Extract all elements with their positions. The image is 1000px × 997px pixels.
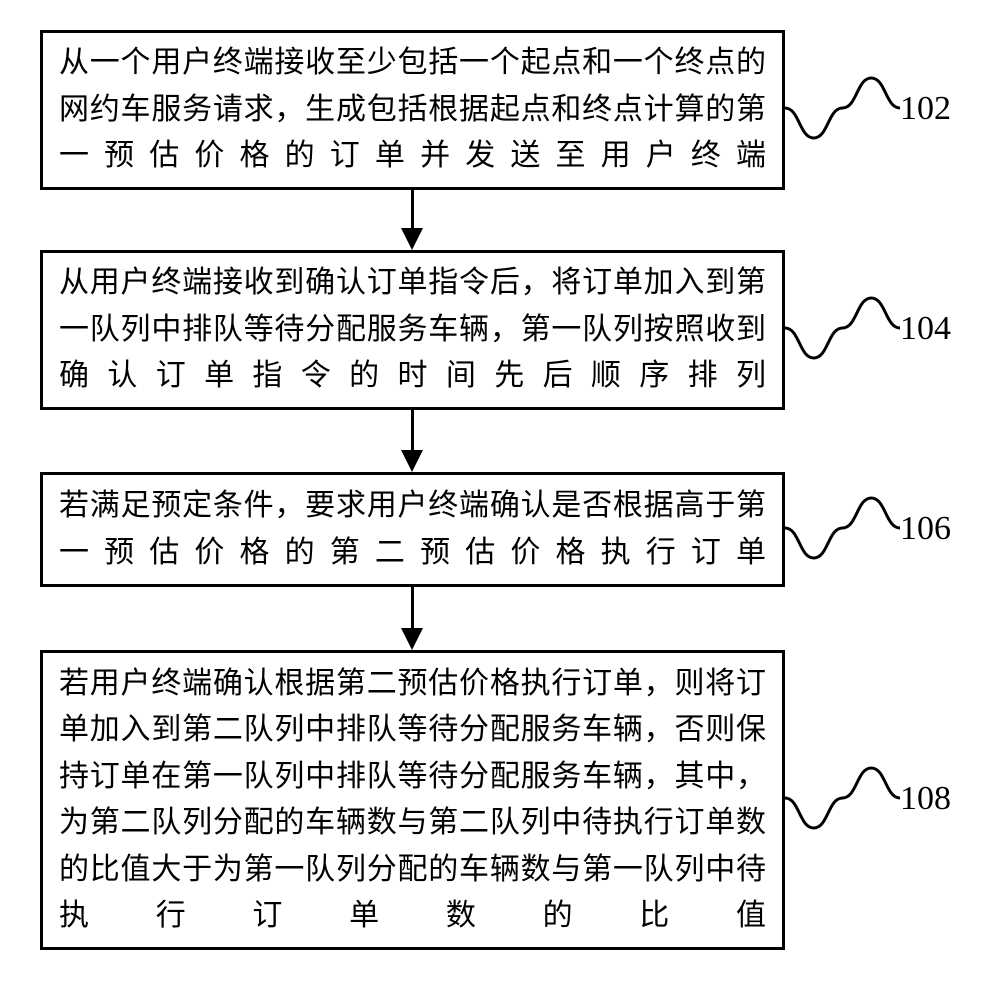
flow-step-108-text: 若用户终端确认根据第二预估价格执行订单，则将订单加入到第二队列中排队等待分配服务… [59,661,766,940]
arrow-1-head-icon [401,228,423,250]
flow-step-104-text: 从用户终端接收到确认订单指令后，将订单加入到第一队列中排队等待分配服务车辆，第一… [59,260,766,400]
flow-step-106: 若满足预定条件，要求用户终端确认是否根据高于第一预估价格的第二预估价格执行订单 [40,472,785,587]
flow-step-108: 若用户终端确认根据第二预估价格执行订单，则将订单加入到第二队列中排队等待分配服务… [40,650,785,950]
arrow-3-shaft [411,587,414,628]
arrow-2-head-icon [401,450,423,472]
arrow-3-head-icon [401,628,423,650]
flow-step-102-text: 从一个用户终端接收至少包括一个起点和一个终点的网约车服务请求，生成包括根据起点和… [59,40,766,180]
arrow-1-shaft [411,190,414,228]
sine-connector-3 [785,494,900,562]
sine-connector-2 [785,294,900,362]
arrow-2-shaft [411,410,414,450]
step-number-104: 104 [900,310,951,348]
step-number-106: 106 [900,510,951,548]
flow-step-102: 从一个用户终端接收至少包括一个起点和一个终点的网约车服务请求，生成包括根据起点和… [40,30,785,190]
sine-connector-4 [785,764,900,832]
flow-step-104: 从用户终端接收到确认订单指令后，将订单加入到第一队列中排队等待分配服务车辆，第一… [40,250,785,410]
sine-connector-1 [785,74,900,142]
step-number-108: 108 [900,780,951,818]
step-number-102: 102 [900,90,951,128]
flow-step-106-text: 若满足预定条件，要求用户终端确认是否根据高于第一预估价格的第二预估价格执行订单 [59,483,766,576]
flowchart-canvas: 从一个用户终端接收至少包括一个起点和一个终点的网约车服务请求，生成包括根据起点和… [0,0,1000,997]
